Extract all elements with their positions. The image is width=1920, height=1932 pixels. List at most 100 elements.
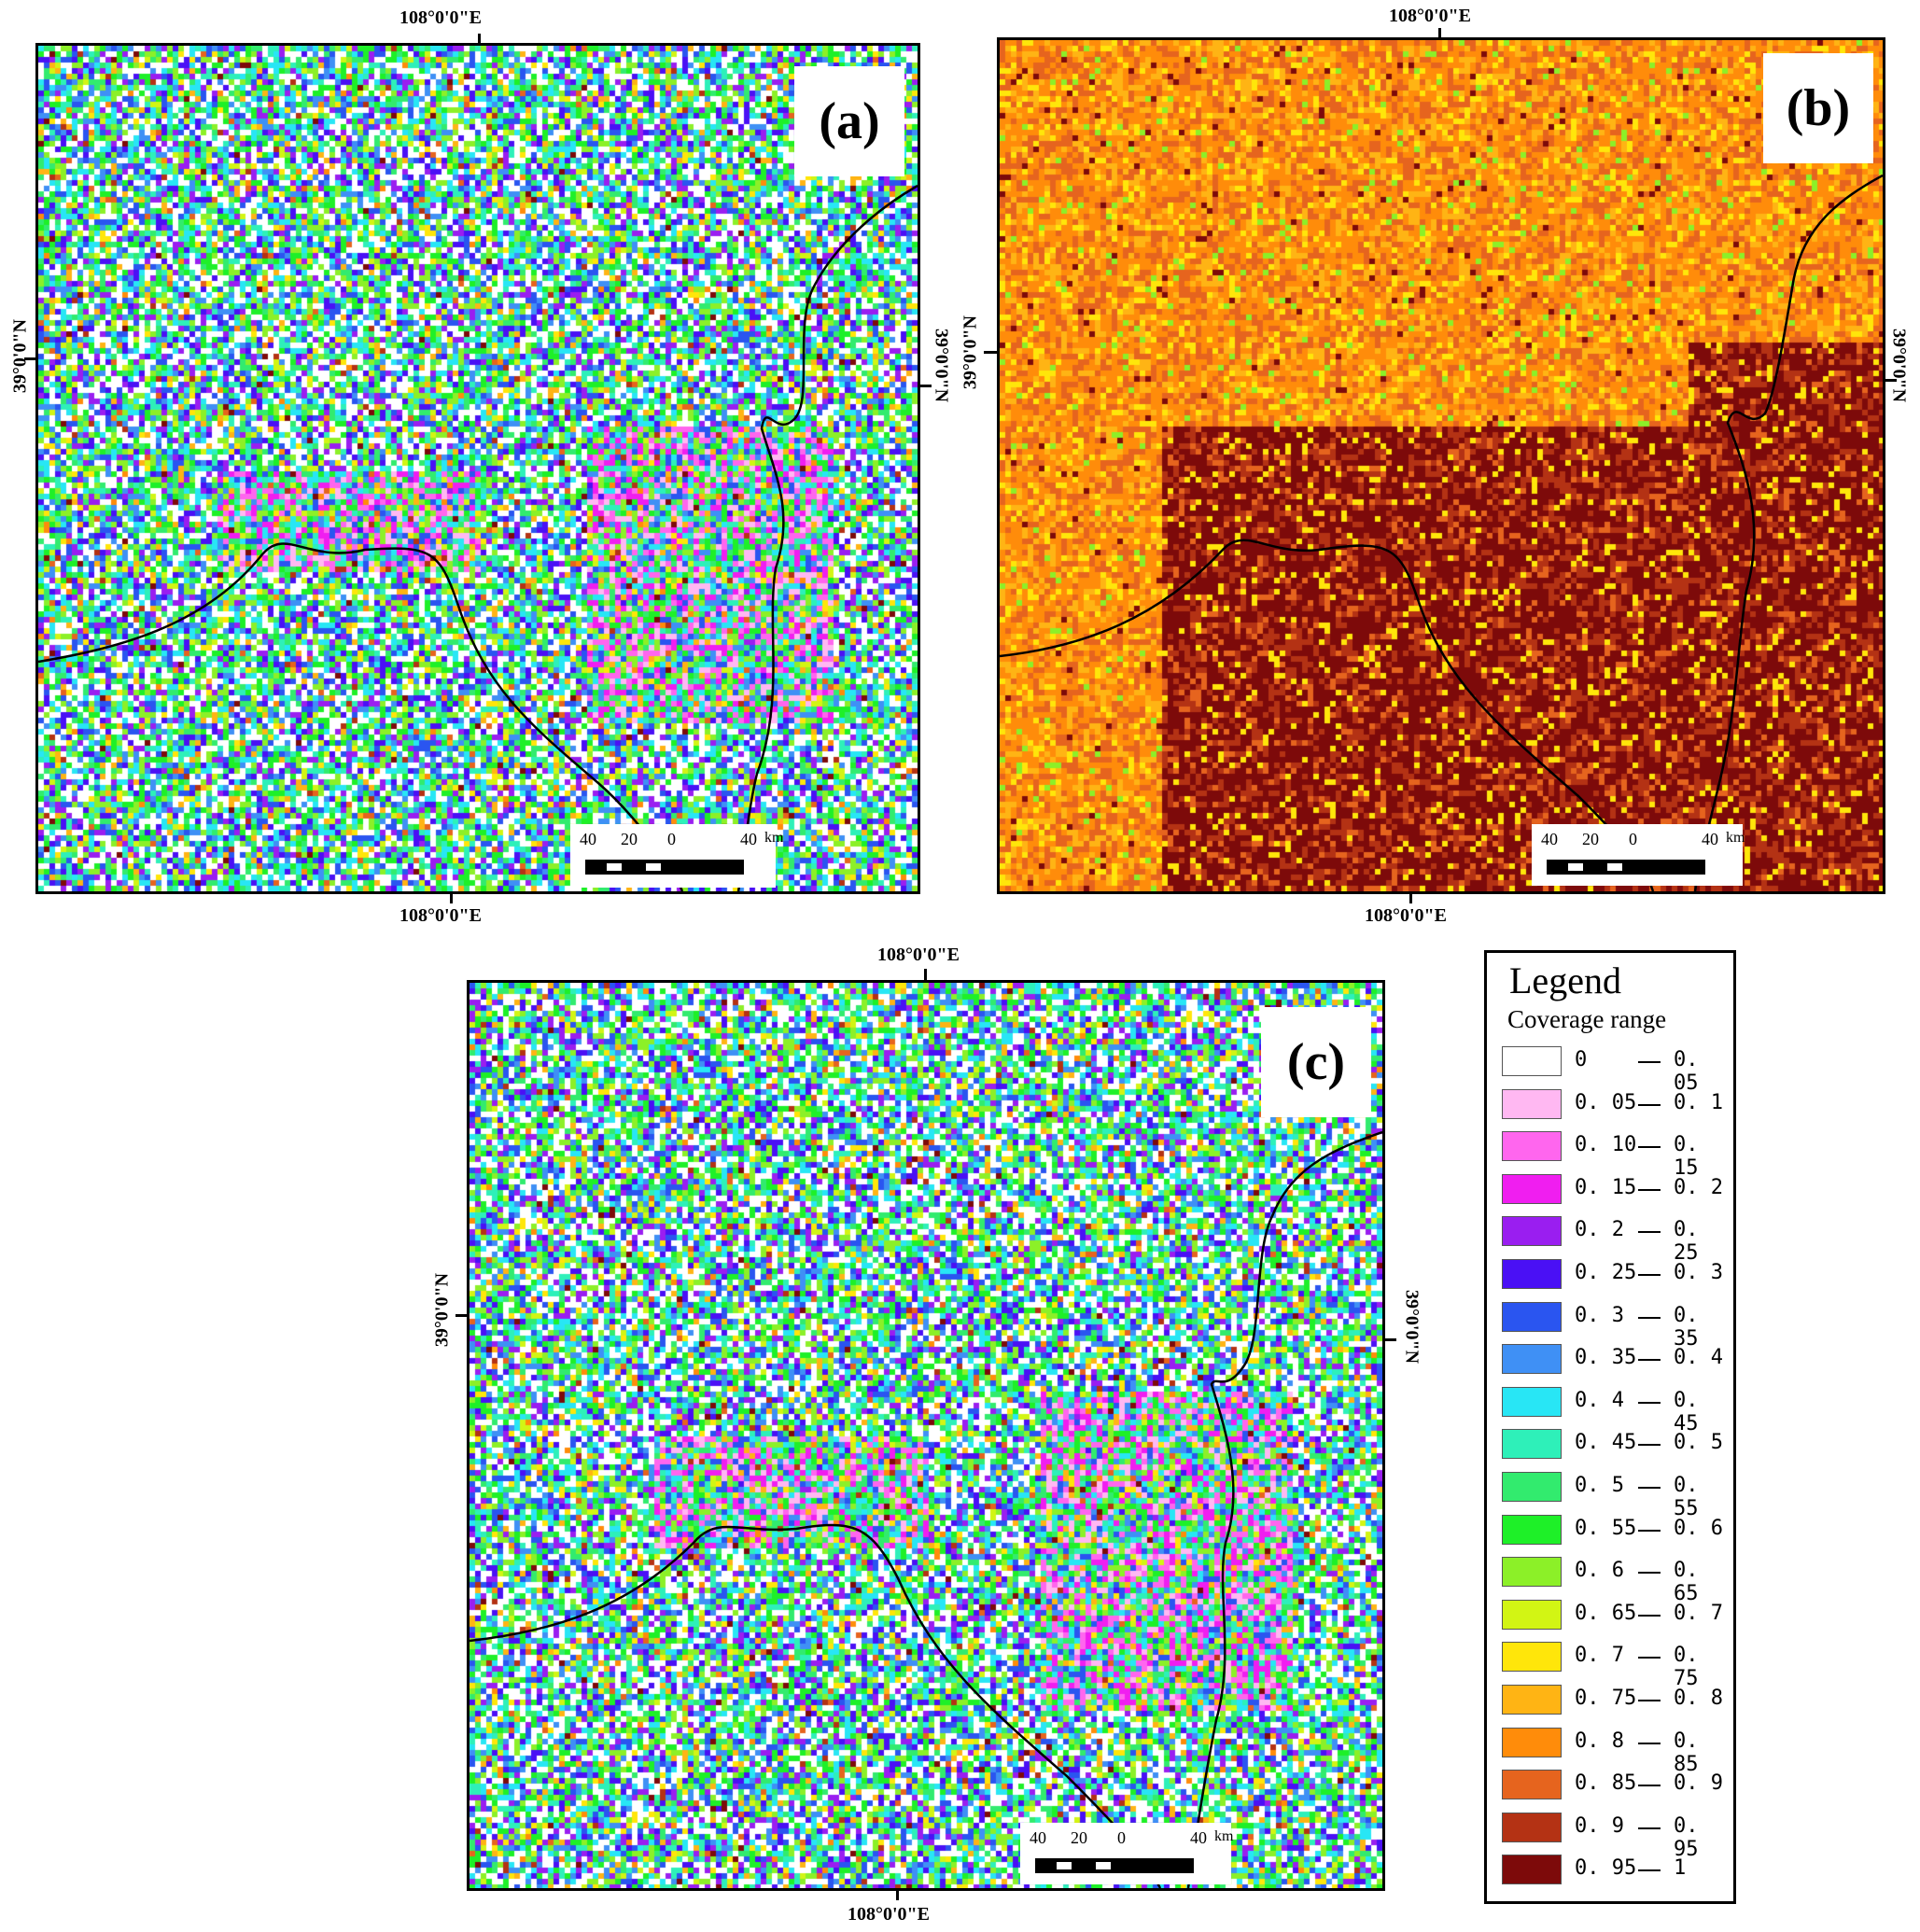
boundary-line-c bbox=[469, 1130, 1382, 1888]
legend-range-dash bbox=[1638, 1146, 1661, 1149]
legend-range-high: 0. 25 bbox=[1674, 1218, 1699, 1266]
boundary-line-b bbox=[1000, 174, 1883, 891]
legend-range-dash bbox=[1638, 1827, 1661, 1829]
legend-range-high: 0. 55 bbox=[1674, 1474, 1699, 1520]
legend-item: 0. 6 0. 65 bbox=[1502, 1557, 1726, 1605]
legend-swatch bbox=[1502, 1599, 1562, 1630]
legend-swatch bbox=[1502, 1855, 1562, 1885]
legend-item: 0 0. 05 bbox=[1502, 1046, 1726, 1095]
legend-item: 0. 5 0. 55 bbox=[1502, 1472, 1726, 1520]
legend-range-low: 0. 35 bbox=[1575, 1346, 1637, 1370]
scale-40-right: 40 bbox=[1702, 830, 1718, 848]
legend-range-dash bbox=[1638, 1188, 1661, 1191]
legend-range-dash bbox=[1638, 1316, 1661, 1319]
legend-item: 0. 3 0. 35 bbox=[1502, 1301, 1726, 1351]
legend-range-low: 0. 25 bbox=[1575, 1261, 1637, 1284]
panel-label-a: (a) bbox=[794, 66, 904, 176]
scale-40-right: 40 bbox=[1190, 1828, 1207, 1847]
lon-label-bottom-b: 108°0'0"E bbox=[1365, 905, 1447, 926]
lat-tick-right-b bbox=[1884, 379, 1897, 382]
map-panel-a: (a) 40 20 0 40 km bbox=[35, 43, 920, 894]
legend-swatch bbox=[1502, 1727, 1562, 1757]
legend-swatch bbox=[1502, 1386, 1562, 1417]
boundary-line-a bbox=[38, 184, 918, 891]
legend-range-dash bbox=[1638, 1274, 1661, 1276]
legend: Legend Coverage range 0 0. 05 0. 05 0. 1 0. … bbox=[1484, 950, 1736, 1904]
legend-range-low: 0. 10 bbox=[1575, 1133, 1637, 1157]
lon-tick-top-a bbox=[478, 34, 481, 45]
legend-range-high: 0. 9 bbox=[1674, 1771, 1723, 1796]
legend-swatch bbox=[1502, 1429, 1562, 1460]
legend-range-high: 0. 85 bbox=[1674, 1729, 1699, 1776]
legend-item: 0. 45 0. 5 bbox=[1502, 1429, 1726, 1461]
legend-item: 0. 9 0. 95 bbox=[1502, 1812, 1726, 1861]
lon-label-top-b: 108°0'0"E bbox=[1389, 6, 1471, 26]
legend-item: 0. 85 0. 9 bbox=[1502, 1770, 1726, 1801]
legend-item: 0. 25 0. 3 bbox=[1502, 1259, 1726, 1291]
legend-range-high: 0. 45 bbox=[1674, 1388, 1699, 1435]
lat-tick-left-b bbox=[984, 351, 999, 354]
legend-range-high: 0. 3 bbox=[1674, 1261, 1723, 1284]
legend-range-dash bbox=[1638, 1742, 1661, 1744]
legend-swatch bbox=[1502, 1173, 1562, 1204]
legend-range-dash bbox=[1638, 1061, 1661, 1063]
scale-40-left: 40 bbox=[1030, 1828, 1046, 1847]
legend-range-dash bbox=[1638, 1103, 1661, 1106]
scale-unit: km bbox=[1214, 1828, 1234, 1844]
legend-range-high: 1 bbox=[1674, 1856, 1687, 1881]
coverage-raster-c bbox=[469, 983, 1382, 1888]
legend-range-high: 0. 5 bbox=[1674, 1431, 1723, 1455]
legend-swatch bbox=[1502, 1131, 1562, 1162]
legend-range-high: 0. 2 bbox=[1674, 1175, 1723, 1199]
scale-bar-b: 40 20 0 40 km bbox=[1532, 824, 1745, 886]
lon-tick-top-b bbox=[1438, 28, 1441, 39]
legend-range-dash bbox=[1638, 1700, 1661, 1701]
lon-tick-top-c bbox=[924, 969, 927, 982]
legend-range-high: 0. 8 bbox=[1674, 1687, 1723, 1710]
legend-item: 0. 10 0. 15 bbox=[1502, 1131, 1726, 1180]
legend-swatch bbox=[1502, 1259, 1562, 1289]
legend-range-low: 0. 2 bbox=[1575, 1218, 1624, 1242]
lat-tick-right-c bbox=[1383, 1338, 1396, 1341]
legend-swatch bbox=[1502, 1088, 1562, 1119]
legend-range-low: 0. 65 bbox=[1575, 1601, 1637, 1625]
legend-title: Legend bbox=[1509, 959, 1621, 1001]
legend-item: 0. 2 0. 25 bbox=[1502, 1216, 1726, 1265]
legend-range-dash bbox=[1638, 1444, 1661, 1447]
scale-0: 0 bbox=[667, 830, 676, 848]
map-panel-c: (c) 40 20 0 40 km bbox=[467, 980, 1385, 1891]
legend-item: 0. 8 0. 85 bbox=[1502, 1727, 1726, 1776]
scale-40-right: 40 bbox=[740, 830, 757, 848]
legend-item: 0. 35 0. 4 bbox=[1502, 1344, 1726, 1376]
legend-range-low: 0. 3 bbox=[1575, 1303, 1624, 1327]
legend-swatch bbox=[1502, 1216, 1562, 1247]
legend-range-high: 0. 6 bbox=[1674, 1516, 1723, 1540]
coverage-raster-b bbox=[1000, 40, 1883, 891]
legend-range-low: 0. 15 bbox=[1575, 1175, 1637, 1199]
lon-label-bottom-a: 108°0'0"E bbox=[399, 905, 482, 926]
scale-bar-a: 40 20 0 40 km bbox=[570, 824, 783, 888]
legend-range-dash bbox=[1638, 1657, 1661, 1659]
panel-label-c: (c) bbox=[1261, 1007, 1371, 1117]
legend-swatch bbox=[1502, 1557, 1562, 1588]
lat-tick-left-c bbox=[455, 1314, 470, 1317]
legend-range-high: 0. 4 bbox=[1674, 1346, 1723, 1370]
legend-swatch bbox=[1502, 1514, 1562, 1545]
lon-label-top-c: 108°0'0"E bbox=[877, 945, 960, 965]
legend-swatch bbox=[1502, 1685, 1562, 1715]
legend-range-high: 0. 95 bbox=[1674, 1813, 1699, 1861]
legend-range-high: 0. 75 bbox=[1674, 1644, 1699, 1691]
legend-range-low: 0. 75 bbox=[1575, 1687, 1637, 1710]
lon-tick-bottom-a bbox=[450, 892, 453, 903]
scale-20: 20 bbox=[1582, 830, 1599, 848]
lon-label-bottom-c: 108°0'0"E bbox=[848, 1904, 930, 1925]
legend-item: 0. 7 0. 75 bbox=[1502, 1642, 1726, 1690]
legend-range-dash bbox=[1638, 1401, 1661, 1404]
lat-tick-left-a bbox=[24, 357, 37, 360]
scale-bar-graphic bbox=[1547, 860, 1705, 875]
legend-swatch bbox=[1502, 1770, 1562, 1800]
legend-item: 0. 65 0. 7 bbox=[1502, 1599, 1726, 1631]
legend-range-low: 0. 5 bbox=[1575, 1474, 1624, 1497]
legend-item: 0. 75 0. 8 bbox=[1502, 1685, 1726, 1716]
legend-range-high: 0. 05 bbox=[1674, 1048, 1699, 1095]
